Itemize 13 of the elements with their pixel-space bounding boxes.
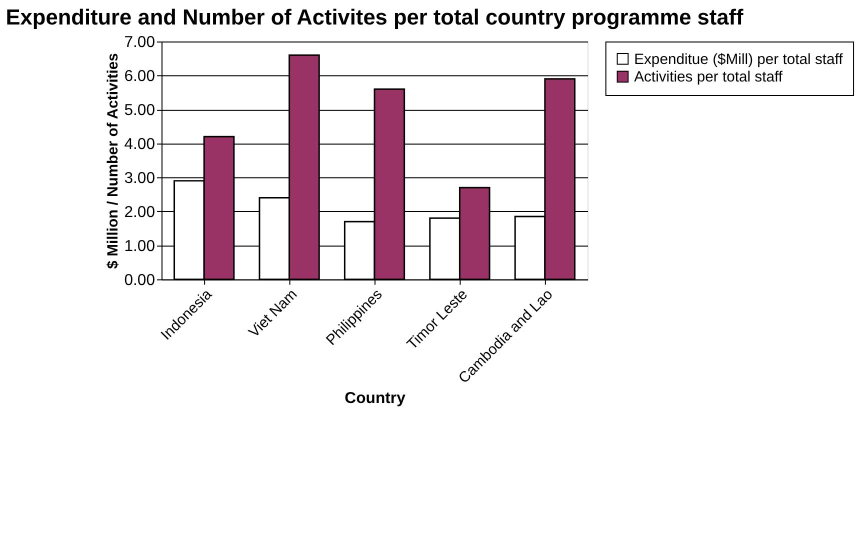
y-tick-label: 5.00 — [124, 102, 156, 119]
y-tick-label: 3.00 — [124, 170, 156, 187]
y-axis-title: $ Million / Number of Activities — [105, 53, 122, 269]
x-axis-title: Country — [344, 390, 406, 407]
legend-label: Activities per total staff — [634, 70, 784, 86]
y-tick-label: 4.00 — [124, 136, 156, 153]
legend-label: Expenditue ($Mill) per total staff — [634, 52, 844, 68]
y-tick-label: 2.00 — [124, 204, 156, 221]
y-tick-label: 0.00 — [124, 272, 156, 289]
y-tick-label: 6.00 — [124, 68, 156, 85]
y-tick-label: 1.00 — [124, 238, 156, 255]
chart-title: Expenditure and Number of Activites per total country programme staff — [6, 4, 744, 30]
y-tick-label: 7.00 — [124, 34, 156, 51]
